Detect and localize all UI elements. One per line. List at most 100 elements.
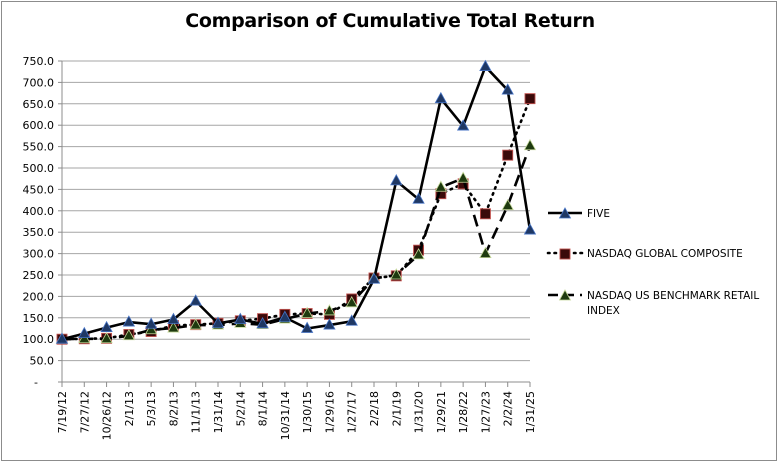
square-marker <box>502 149 514 161</box>
triangle-marker <box>55 332 69 344</box>
triangle-marker <box>234 312 247 324</box>
x-tick-label: 1/29/16 <box>323 391 336 433</box>
series-five <box>55 59 537 344</box>
triangle-marker <box>189 318 202 330</box>
legend-item: NASDAQ GLOBAL COMPOSITE <box>546 248 743 260</box>
triangle-marker <box>501 198 514 211</box>
triangle-marker <box>501 83 514 95</box>
x-tick-label: 8/2/13 <box>167 391 180 426</box>
y-tick-label: 600.0 <box>23 119 55 132</box>
x-tick-label: 2/1/13 <box>123 391 136 426</box>
triangle-marker <box>390 268 403 280</box>
legend-label: FIVE <box>587 208 610 220</box>
axes <box>61 61 531 387</box>
x-tick-label: 1/29/21 <box>435 391 448 433</box>
triangle-marker <box>122 315 136 327</box>
y-tick-label: 550.0 <box>23 141 55 154</box>
x-tick-label: 5/2/14 <box>234 391 247 426</box>
triangle-marker <box>390 174 403 186</box>
y-tick-label: 300.0 <box>23 248 55 261</box>
triangle-marker <box>189 294 202 306</box>
triangle-marker <box>167 321 180 333</box>
triangle-marker <box>144 322 158 335</box>
triangle-marker <box>523 138 537 151</box>
x-tick-label: 7/27/12 <box>78 391 91 433</box>
y-tick-label: 150.0 <box>23 312 55 325</box>
triangle-marker <box>434 180 448 192</box>
triangle-marker <box>323 318 336 330</box>
y-tick-label: 450.0 <box>23 183 55 196</box>
legend-label: NASDAQ GLOBAL COMPOSITE <box>587 248 743 260</box>
triangle-marker <box>345 314 358 326</box>
legend-item: FIVE <box>548 207 610 220</box>
x-tick-label: 1/28/22 <box>457 391 470 433</box>
triangle-marker <box>100 320 113 333</box>
series-nasdaq-global-composite <box>56 93 536 345</box>
triangle-marker <box>434 91 448 104</box>
x-tick-label: 1/30/15 <box>301 391 314 433</box>
x-tick-label: 1/31/14 <box>212 391 225 433</box>
x-tick-label: 11/1/13 <box>190 391 203 433</box>
y-tick-label: 100.0 <box>23 333 55 346</box>
square-marker <box>559 248 571 260</box>
x-axis-labels: 7/19/12 7/27/12 10/26/12 2/1/13 5/3/13 8/2/13… <box>56 391 537 440</box>
triangle-marker <box>456 171 470 183</box>
triangle-marker <box>300 306 314 318</box>
y-tick-label: 500.0 <box>23 162 55 175</box>
triangle-marker <box>456 119 470 131</box>
x-tick-label: 2/2/18 <box>368 391 381 426</box>
y-tick-label: 400.0 <box>23 205 55 218</box>
triangle-marker <box>323 304 336 316</box>
legend-label: INDEX <box>587 305 620 317</box>
triangle-marker <box>167 312 180 324</box>
triangle-marker <box>122 328 136 341</box>
legend-item: NASDAQ US BENCHMARK RETAIL INDEX <box>548 289 759 317</box>
x-tick-label: 1/31/20 <box>413 391 426 433</box>
x-tick-label: 2/1/19 <box>390 391 403 426</box>
x-tick-label: 1/27/17 <box>346 391 359 433</box>
triangle-marker <box>479 59 492 71</box>
triangle-marker <box>144 317 158 329</box>
y-tick-label: 650.0 <box>23 98 55 111</box>
triangle-marker <box>300 321 314 333</box>
triangle-marker <box>256 316 269 329</box>
gridlines <box>58 60 530 383</box>
x-tick-label: 1/31/25 <box>524 391 537 433</box>
triangle-marker <box>78 326 91 339</box>
triangle-marker <box>558 207 572 219</box>
y-tick-label: - <box>34 376 38 389</box>
x-tick-label: 1/27/23 <box>479 391 492 433</box>
triangle-marker <box>558 289 572 301</box>
y-tick-label: 50.0 <box>30 355 55 368</box>
square-marker <box>524 93 536 105</box>
triangle-marker <box>211 316 225 328</box>
x-tick-label: 10/26/12 <box>101 391 114 440</box>
triangle-marker <box>479 246 492 259</box>
chart-title: Comparison of Cumulative Total Return <box>185 10 595 32</box>
y-axis-labels: - 50.0 100.0 150.0 200.0 250.0 300.0 350.0 400.0… <box>23 55 55 389</box>
y-tick-label: 350.0 <box>23 226 55 239</box>
x-tick-label: 7/19/12 <box>56 391 69 433</box>
legend: FIVE NASDAQ GLOBAL COMPOSITE NASDAQ US BEN… <box>546 207 759 317</box>
x-tick-label: 5/3/13 <box>145 391 158 426</box>
triangle-marker <box>523 223 537 235</box>
triangle-marker <box>367 272 381 284</box>
y-tick-label: 200.0 <box>23 290 55 303</box>
triangle-marker <box>412 248 425 260</box>
square-marker <box>479 208 491 220</box>
y-tick-label: 250.0 <box>23 269 55 282</box>
triangle-marker <box>100 331 113 344</box>
triangle-marker <box>412 192 425 204</box>
series-lines <box>55 59 537 345</box>
legend-label: NASDAQ US BENCHMARK RETAIL <box>587 290 759 302</box>
x-tick-label: 2/2/24 <box>502 391 515 426</box>
y-tick-label: 750.0 <box>23 55 55 68</box>
series-nasdaq-us-benchmark-retail-index <box>55 138 537 344</box>
x-tick-label: 10/31/14 <box>279 391 292 440</box>
triangle-marker <box>345 295 358 308</box>
triangle-marker <box>278 310 292 322</box>
y-tick-label: 700.0 <box>23 76 55 89</box>
x-tick-label: 8/1/14 <box>257 391 270 426</box>
